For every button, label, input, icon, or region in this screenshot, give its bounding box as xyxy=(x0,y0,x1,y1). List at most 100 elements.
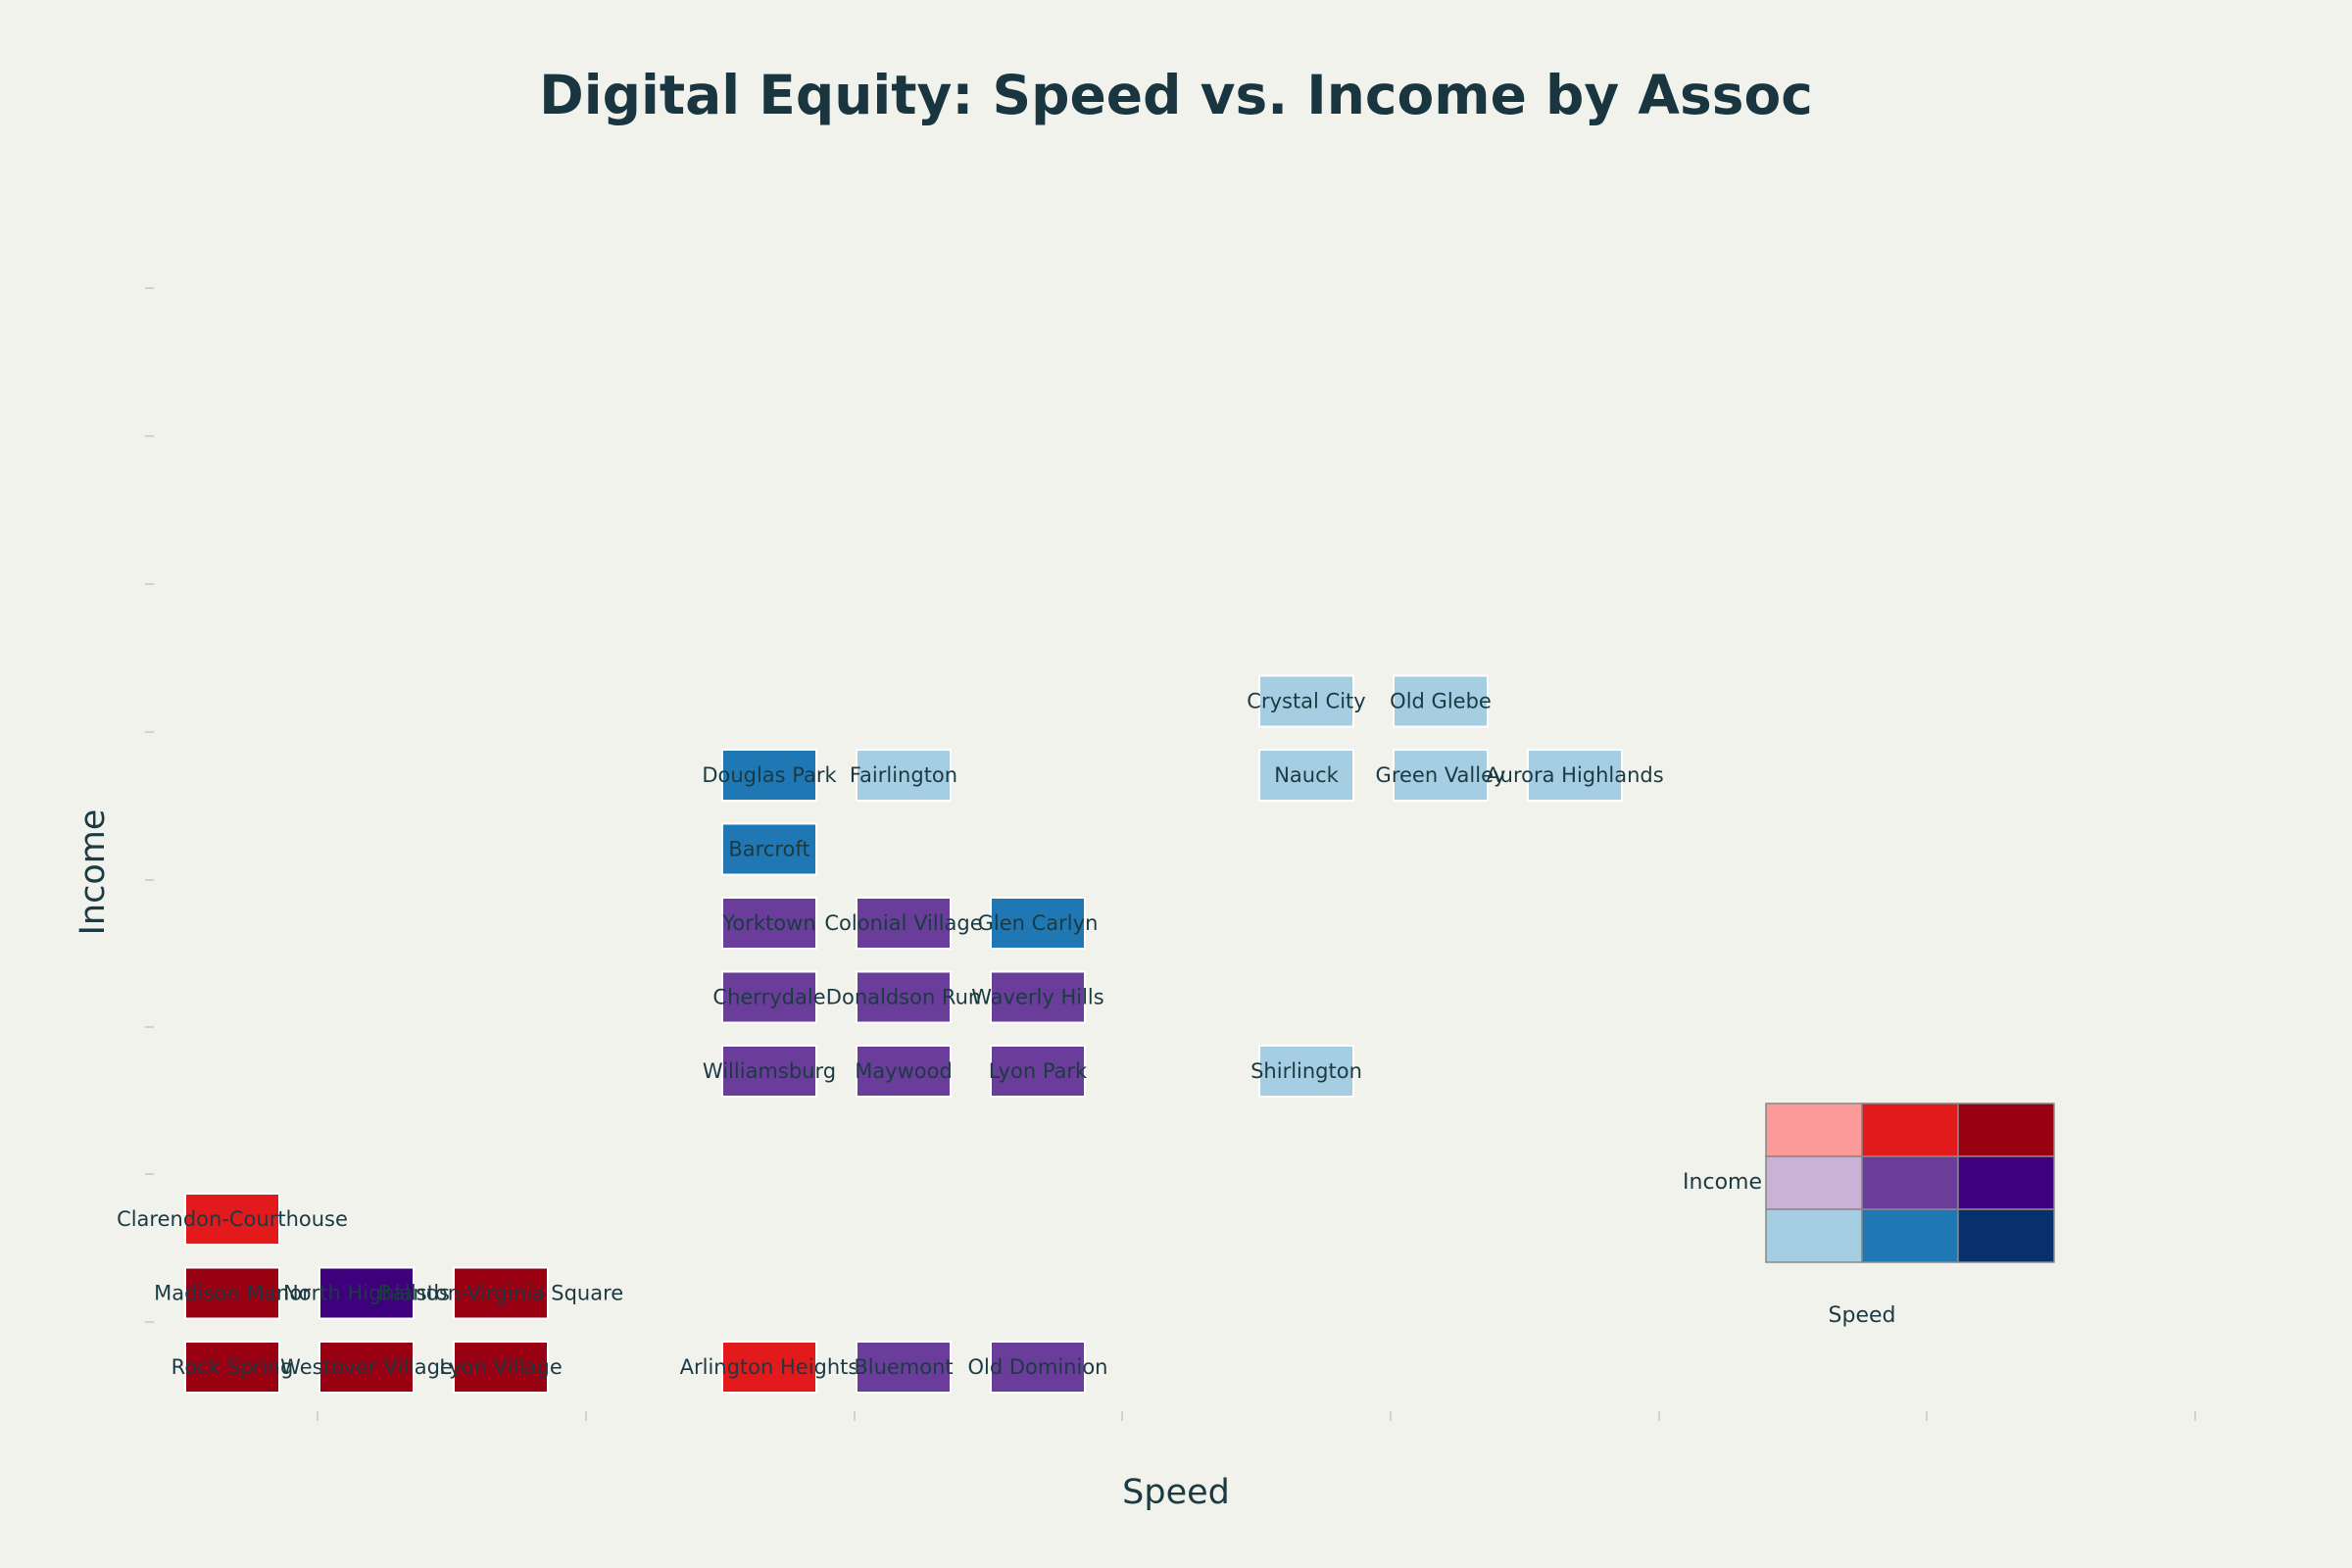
heatmap-cell-rect xyxy=(1393,749,1489,802)
heatmap-cell-label: Aurora Highlands xyxy=(1486,763,1663,787)
heatmap-cell-rect xyxy=(318,1341,415,1394)
heatmap-cell: Nauck xyxy=(1258,749,1354,802)
heatmap-cell-label: Shirlington xyxy=(1250,1059,1362,1083)
heatmap-cell-label: Rock Spring xyxy=(172,1355,294,1379)
heatmap-cell-rect xyxy=(184,1341,280,1394)
heatmap-cell-rect xyxy=(856,970,952,1024)
heatmap-cell: Madison Manor xyxy=(154,1266,311,1320)
heatmap-cell: Maywood xyxy=(855,1045,953,1098)
heatmap-cell-label: Fairlington xyxy=(850,763,957,787)
heatmap-cell: Douglas Park xyxy=(702,749,838,802)
heatmap-cell: Bluemont xyxy=(854,1341,954,1394)
legend-swatch xyxy=(1957,1102,2055,1157)
heatmap-cell-label: Yorktown xyxy=(721,911,815,935)
heatmap-cell: Fairlington xyxy=(850,749,957,802)
heatmap-cell: Waverly Hills xyxy=(971,970,1104,1024)
heatmap-cell: Yorktown xyxy=(721,897,817,950)
heatmap-cell-label: Madison Manor xyxy=(154,1282,311,1305)
heatmap-cell: Old Dominion xyxy=(968,1341,1108,1394)
heatmap-cell-rect xyxy=(856,1045,952,1098)
heatmap-cell-label: Cherrydale xyxy=(712,986,825,1009)
heatmap-cell-label: Douglas Park xyxy=(702,763,837,787)
heatmap-cell-rect xyxy=(1258,674,1354,728)
heatmap-cell: Clarendon-Courthouse xyxy=(117,1193,348,1246)
heatmap-cell-label: Colonial Village xyxy=(824,911,982,935)
heatmap-cell-rect xyxy=(1527,749,1623,802)
x-axis-title: Speed xyxy=(1122,1473,1230,1512)
heatmap-cell-rect xyxy=(453,1341,549,1394)
heatmap-cell-rect xyxy=(1258,749,1354,802)
heatmap-cell: Rock Spring xyxy=(172,1341,294,1394)
heatmap-cell-rect xyxy=(1258,1045,1354,1098)
heatmap-cell-label: Barcroft xyxy=(728,838,809,861)
heatmap-cell-label: Nauck xyxy=(1274,763,1339,787)
heatmap-cell: North Highlands xyxy=(283,1266,450,1320)
legend-speed-label: Speed xyxy=(1829,1303,1896,1328)
legend-swatch xyxy=(1861,1155,1959,1210)
heatmap-cell-label: Bluemont xyxy=(854,1355,953,1379)
legend-swatch xyxy=(1957,1155,2055,1210)
heatmap-cell-rect xyxy=(990,1045,1086,1098)
legend-swatch xyxy=(1765,1208,1863,1263)
heatmap-cell-label: Lyon Village xyxy=(439,1355,563,1379)
heatmap-cell-rect xyxy=(990,897,1086,950)
legend-swatch xyxy=(1957,1208,2055,1263)
legend-swatch xyxy=(1765,1102,1863,1157)
heatmap-cell-label: Green Valley xyxy=(1376,763,1506,787)
heatmap-cell: Donaldson Run xyxy=(826,970,981,1024)
heatmap-cell-rect xyxy=(184,1193,280,1246)
heatmap-cell: Barcroft xyxy=(721,822,817,876)
heatmap-cell: Glen Carlyn xyxy=(978,897,1099,950)
heatmap-cell-label: Donaldson Run xyxy=(826,986,981,1009)
legend-income-label: Income xyxy=(1683,1170,1762,1195)
heatmap-cell-rect xyxy=(990,970,1086,1024)
heatmap-cell-label: Maywood xyxy=(855,1059,953,1083)
heatmap-cell-rect xyxy=(990,1341,1086,1394)
heatmap-cell-rect xyxy=(856,749,952,802)
chart-title: Digital Equity: Speed vs. Income by Asso… xyxy=(539,64,1813,126)
heatmap-cell-rect xyxy=(318,1266,415,1320)
heatmap-cell-label: Arlington Heights xyxy=(680,1355,859,1379)
legend-color-grid xyxy=(1765,1102,2055,1263)
legend-swatch xyxy=(1861,1102,1959,1157)
heatmap-cell: Lyon Park xyxy=(989,1045,1088,1098)
heatmap-cell: Williamsburg xyxy=(703,1045,836,1098)
heatmap-cell: Aurora Highlands xyxy=(1486,749,1664,802)
heatmap-cell-label: Lyon Park xyxy=(989,1059,1088,1083)
heatmap-cell-label: Ballston-Virginia Square xyxy=(378,1282,623,1305)
heatmap-cell-rect xyxy=(721,970,817,1024)
heatmap-cell-rect xyxy=(721,749,817,802)
heatmap-cell: Crystal City xyxy=(1247,674,1366,728)
heatmap-cell-rect xyxy=(721,1045,817,1098)
y-axis-ticks xyxy=(145,287,154,1323)
heatmap-cell-label: Old Dominion xyxy=(968,1355,1108,1379)
bivariate-legend: Income Speed xyxy=(1683,1102,2055,1328)
heatmap-cell: Shirlington xyxy=(1250,1045,1362,1098)
heatmap-cell-rect xyxy=(721,822,817,876)
heatmap-cell-label: North Highlands xyxy=(283,1282,450,1305)
heatmap-cell-label: Williamsburg xyxy=(703,1059,836,1083)
heatmap-cell-label: Waverly Hills xyxy=(971,986,1103,1009)
heatmap-cell-label: Crystal City xyxy=(1247,690,1365,713)
legend-swatch xyxy=(1861,1208,1959,1263)
y-axis-title: Income xyxy=(74,809,113,936)
heatmap-cell-label: Clarendon-Courthouse xyxy=(117,1207,348,1231)
legend-swatch xyxy=(1765,1155,1863,1210)
heatmap-cell-label: Westover Village xyxy=(280,1355,453,1379)
heatmap-cell: Westover Village xyxy=(280,1341,453,1394)
heatmap-cell-rect xyxy=(721,1341,817,1394)
heatmap-cell: Old Glebe xyxy=(1390,674,1492,728)
heatmap-cell: Cherrydale xyxy=(712,970,826,1024)
heatmap-cell: Arlington Heights xyxy=(680,1341,859,1394)
heatmap-cell-rect xyxy=(453,1266,549,1320)
heatmap-cell-label: Glen Carlyn xyxy=(978,911,1099,935)
heatmap-cell: Ballston-Virginia Square xyxy=(378,1266,623,1320)
heatmap-cell-label: Old Glebe xyxy=(1390,690,1492,713)
heatmap-cell: Lyon Village xyxy=(439,1341,563,1394)
heatmap-cell-rect xyxy=(1393,674,1489,728)
heatmap-cell-rect xyxy=(184,1266,280,1320)
heatmap-cell-rect xyxy=(721,897,817,950)
x-axis-ticks xyxy=(317,1411,2196,1421)
